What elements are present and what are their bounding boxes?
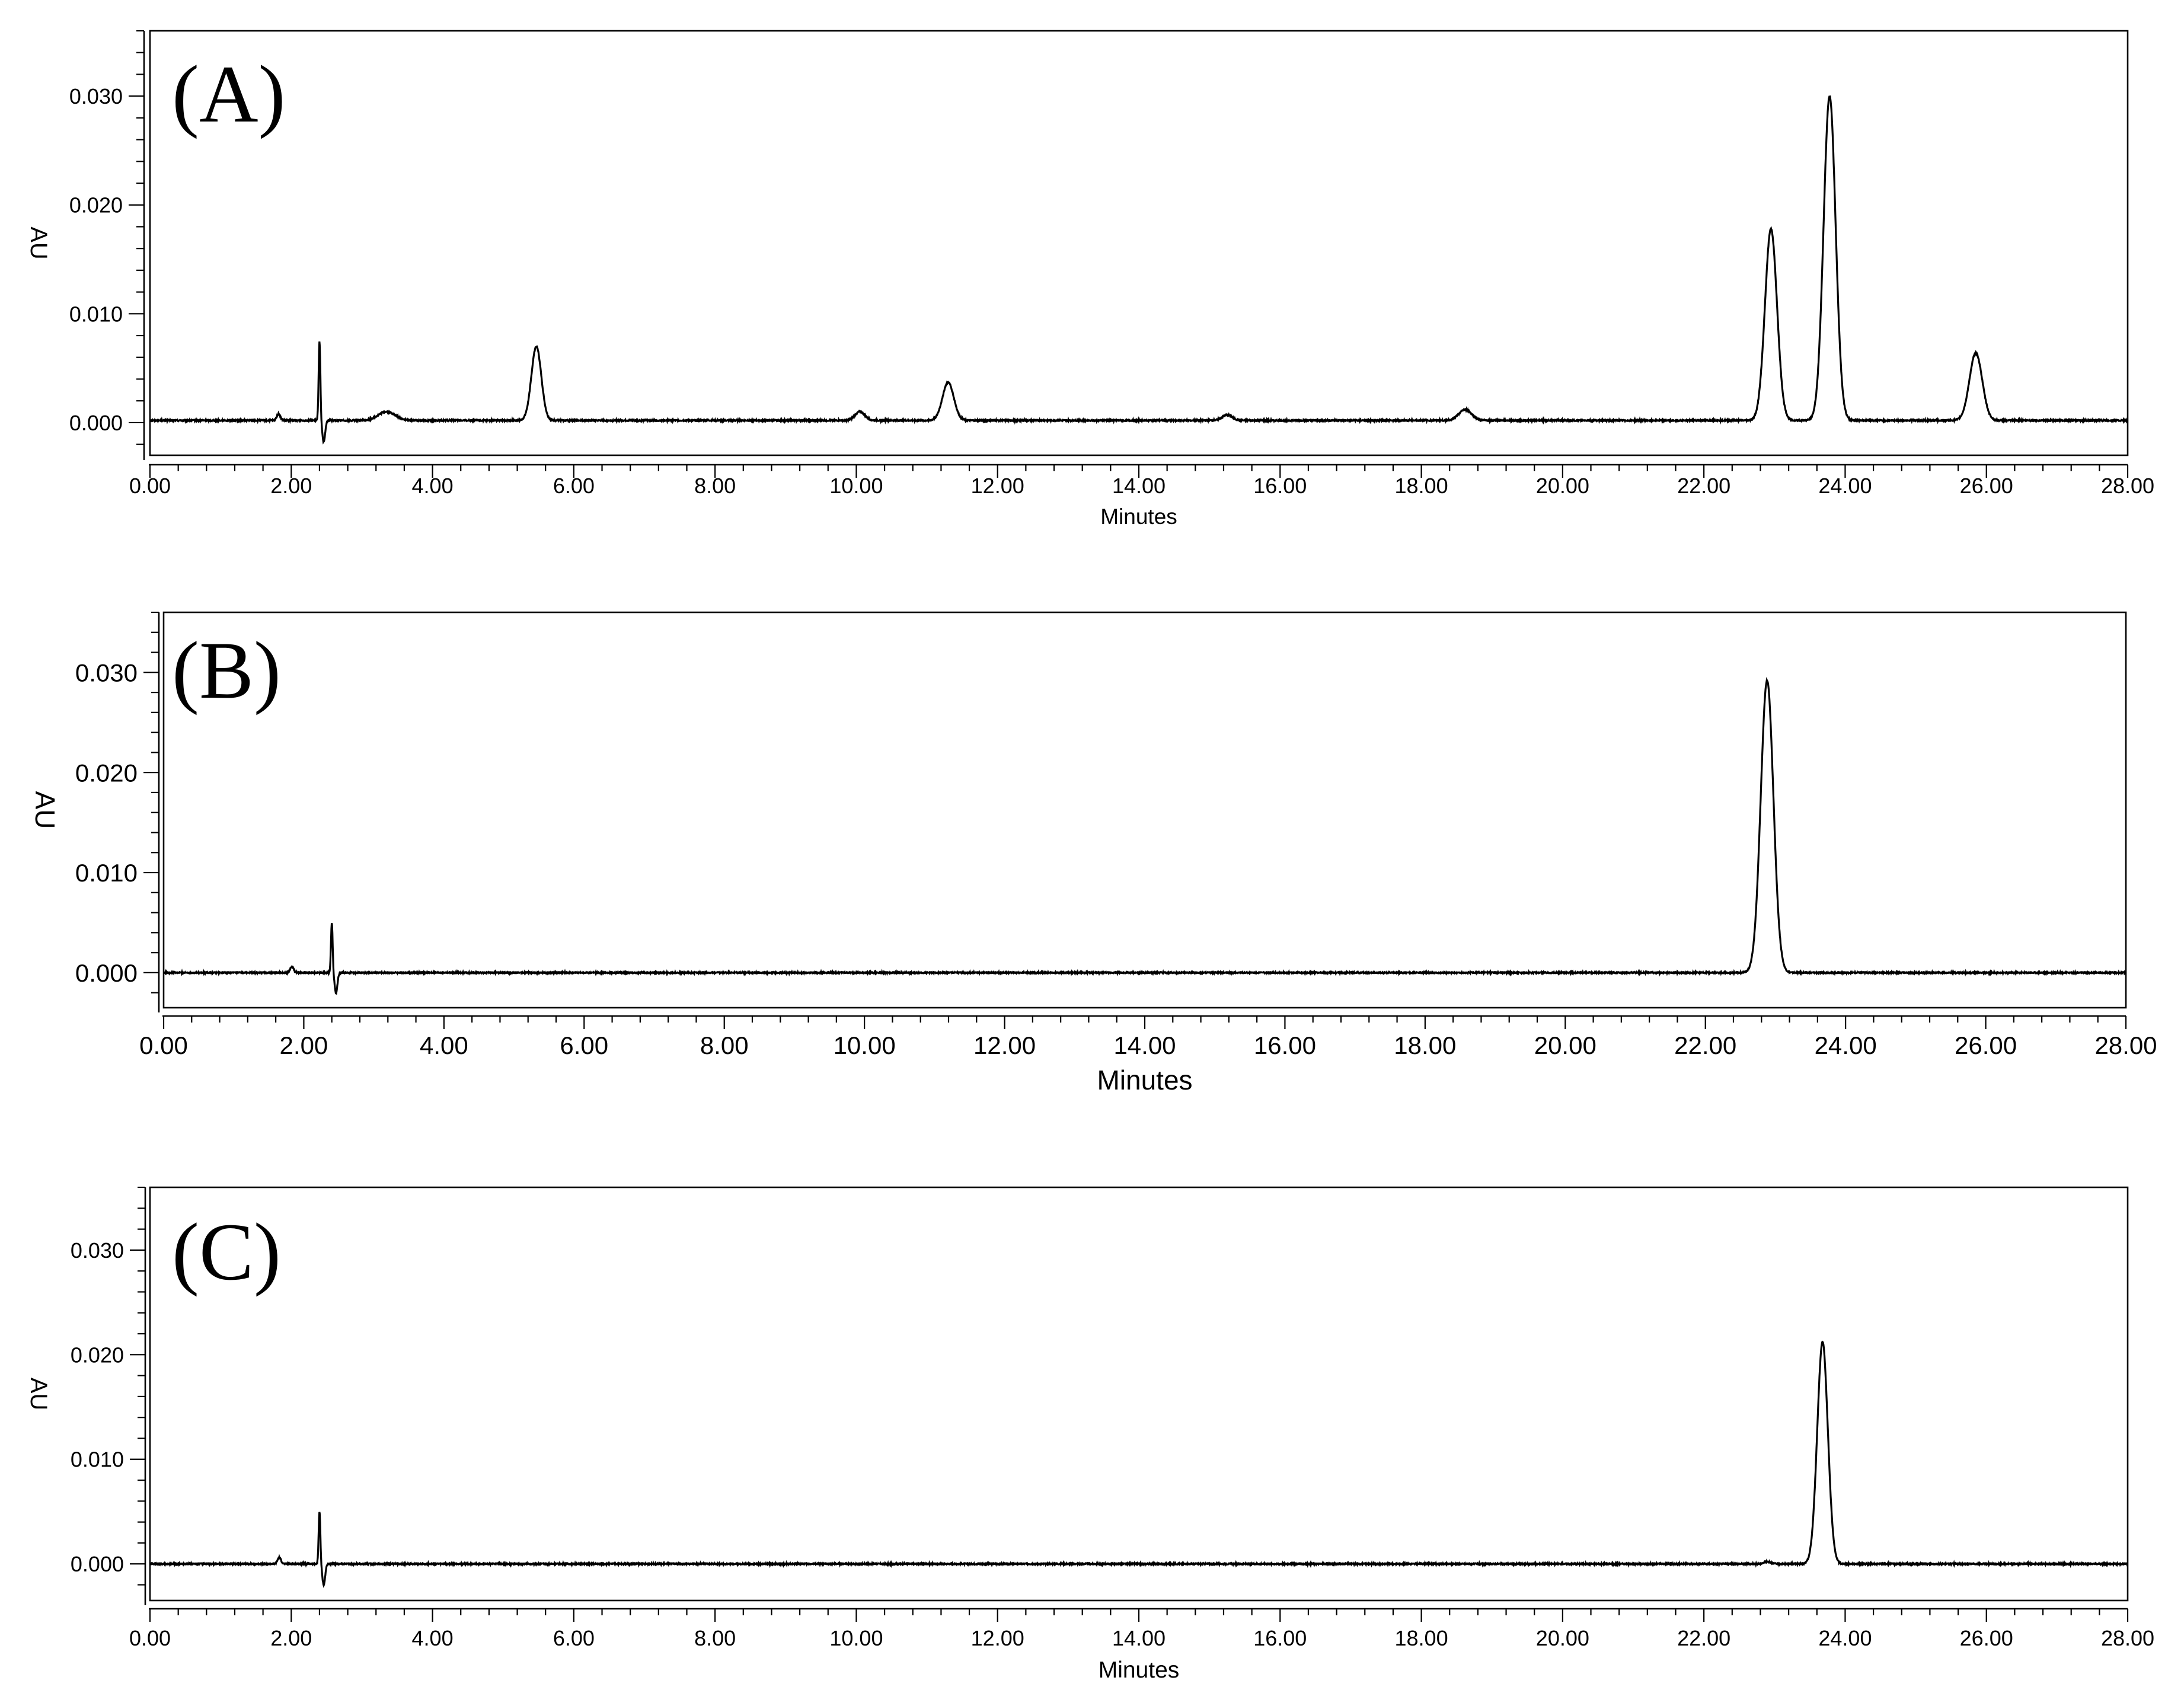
x-tick-label: 10.00 — [834, 1031, 896, 1059]
x-tick-label: 12.00 — [971, 1626, 1024, 1650]
y-tick-label: 0.010 — [75, 859, 138, 887]
x-tick-label: 4.00 — [412, 474, 454, 498]
x-tick-label: 16.00 — [1253, 474, 1307, 498]
y-tick-label: 0.030 — [71, 1238, 124, 1263]
panel-c-trace — [149, 1340, 2128, 1588]
x-tick-label: 18.00 — [1395, 474, 1448, 498]
panel-b: 0.000 0.010 0.020 0.030 0.00 2.00 4.00 6… — [30, 611, 2157, 1095]
x-tick-label: 14.00 — [1112, 1626, 1166, 1650]
panel-label: (C) — [172, 1206, 281, 1297]
x-tick-label: 16.00 — [1253, 1626, 1307, 1650]
panel-b-trace — [163, 676, 2127, 995]
panel-label: (A) — [172, 49, 286, 139]
panel-a-plot-frame — [149, 30, 2129, 456]
y-tick-label: 0.030 — [75, 659, 138, 686]
x-tick-label: 6.00 — [560, 1031, 608, 1059]
y-axis-title: AU — [30, 791, 60, 829]
x-tick-label: 0.00 — [129, 474, 171, 498]
x-tick-label: 10.00 — [829, 1626, 883, 1650]
x-tick-label: 12.00 — [973, 1031, 1036, 1059]
x-tick-label: 2.00 — [270, 474, 312, 498]
y-axis-title: AU — [25, 1378, 52, 1411]
x-tick-label: 0.00 — [139, 1031, 188, 1059]
panel-b-y-tick-labels: 0.000 0.010 0.020 0.030 — [75, 659, 138, 987]
x-tick-label: 22.00 — [1677, 1626, 1730, 1650]
x-axis-title: Minutes — [1099, 1657, 1180, 1683]
panel-c-y-tick-labels: 0.000 0.010 0.020 0.030 — [71, 1238, 124, 1576]
x-tick-label: 22.00 — [1674, 1031, 1736, 1059]
x-tick-label: 16.00 — [1254, 1031, 1316, 1059]
x-tick-label: 26.00 — [1960, 1626, 2013, 1650]
x-axis-title: Minutes — [1097, 1065, 1192, 1095]
x-tick-label: 14.00 — [1112, 474, 1166, 498]
panel-label: (B) — [172, 625, 281, 715]
panel-c-plot-frame — [149, 1186, 2129, 1602]
x-tick-label: 6.00 — [553, 474, 595, 498]
y-axis-title: AU — [25, 226, 52, 260]
x-tick-label: 14.00 — [1113, 1031, 1176, 1059]
y-tick-label: 0.010 — [69, 302, 123, 326]
panel-c-x-tick-labels: 0.00 2.00 4.00 6.00 8.00 10.00 12.00 14.… — [129, 1626, 2154, 1650]
x-tick-label: 10.00 — [829, 474, 883, 498]
panel-a-x-tick-labels: 0.00 2.00 4.00 6.00 8.00 10.00 12.00 14.… — [129, 474, 2154, 498]
y-tick-label: 0.030 — [69, 84, 123, 108]
y-tick-label: 0.000 — [71, 1552, 124, 1576]
y-tick-label: 0.020 — [71, 1343, 124, 1367]
x-axis-title: Minutes — [1100, 504, 1177, 529]
y-tick-label: 0.020 — [75, 759, 138, 787]
panel-c-ticks — [130, 1186, 2129, 1622]
x-tick-label: 6.00 — [553, 1626, 595, 1650]
x-tick-label: 20.00 — [1536, 474, 1589, 498]
x-tick-label: 12.00 — [971, 474, 1024, 498]
y-tick-label: 0.020 — [69, 193, 123, 218]
panel-b-plot-frame — [162, 611, 2127, 1009]
panel-a-ticks — [129, 30, 2129, 478]
x-tick-label: 2.00 — [270, 1626, 312, 1650]
x-tick-label: 18.00 — [1394, 1031, 1456, 1059]
x-tick-label: 2.00 — [280, 1031, 328, 1059]
x-tick-label: 20.00 — [1534, 1031, 1597, 1059]
x-tick-label: 24.00 — [1818, 474, 1872, 498]
x-tick-label: 4.00 — [420, 1031, 468, 1059]
x-tick-label: 20.00 — [1536, 1626, 1589, 1650]
panel-b-ticks — [143, 611, 2127, 1029]
x-tick-label: 8.00 — [694, 1626, 736, 1650]
x-tick-label: 8.00 — [700, 1031, 749, 1059]
x-tick-label: 22.00 — [1677, 474, 1730, 498]
x-tick-label: 24.00 — [1815, 1031, 1877, 1059]
x-tick-label: 26.00 — [1955, 1031, 2017, 1059]
panel-b-x-tick-labels: 0.00 2.00 4.00 6.00 8.00 10.00 12.00 14.… — [139, 1031, 2157, 1059]
x-tick-label: 0.00 — [129, 1626, 171, 1650]
x-tick-label: 26.00 — [1960, 474, 2013, 498]
panel-a-trace — [149, 95, 2129, 445]
y-tick-label: 0.000 — [69, 411, 123, 435]
x-tick-label: 28.00 — [2094, 1031, 2157, 1059]
y-tick-label: 0.000 — [75, 959, 138, 987]
x-tick-label: 4.00 — [412, 1626, 454, 1650]
x-tick-label: 8.00 — [694, 474, 736, 498]
x-tick-label: 28.00 — [2101, 474, 2154, 498]
x-tick-label: 24.00 — [1818, 1626, 1872, 1650]
x-tick-label: 18.00 — [1395, 1626, 1448, 1650]
y-tick-label: 0.010 — [71, 1448, 124, 1472]
panel-c: 0.000 0.010 0.020 0.030 0.00 2.00 4.00 6… — [25, 1186, 2154, 1683]
panel-a-y-tick-labels: 0.000 0.010 0.020 0.030 — [69, 84, 123, 435]
panel-a: 0.000 0.010 0.020 0.030 0.00 2.00 4.00 6… — [25, 30, 2154, 529]
x-tick-label: 28.00 — [2101, 1626, 2154, 1650]
